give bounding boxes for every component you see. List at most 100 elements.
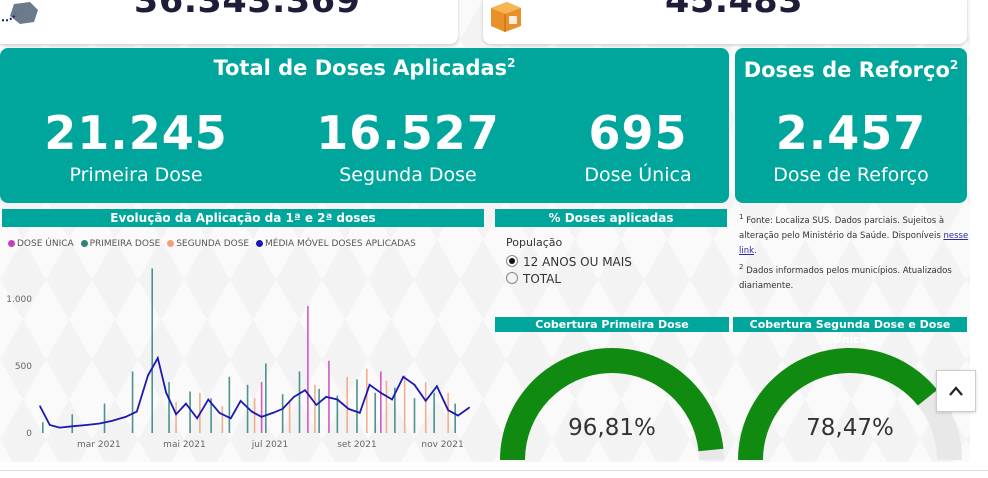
bar-primeira-dose xyxy=(246,384,249,433)
bar-primeira-dose xyxy=(265,363,267,433)
gauge-second-dose-title: Cobertura Segunda Dose e Dose Única xyxy=(733,317,967,346)
legend-label-dose-unica: DOSE ÚNICA xyxy=(17,239,74,249)
bar-primeira-dose xyxy=(356,379,358,433)
top-right-value: 45.483 xyxy=(665,0,804,21)
source-link[interactable]: nesse link xyxy=(739,230,969,256)
moving-average-point xyxy=(457,414,459,417)
bar-primeira-dose xyxy=(228,376,231,433)
legend-dot-media-movel xyxy=(256,240,263,247)
moving-average-point xyxy=(468,406,470,409)
bar-primeira-dose xyxy=(454,403,456,433)
total-doses-card: Total de Doses Aplicadas2 21.245 Primeir… xyxy=(0,48,729,203)
bar-segunda-dose xyxy=(175,402,177,433)
gauge-second-dose-value: 78,47% xyxy=(806,415,894,441)
moving-average-point xyxy=(391,398,393,401)
gauge-first-dose-title: Cobertura Primeira Dose xyxy=(495,317,729,332)
legend-dot-primeira-dose xyxy=(80,240,88,247)
scroll-to-top-button[interactable] xyxy=(936,370,976,412)
moving-average-point xyxy=(347,408,350,410)
moving-average-point xyxy=(85,424,88,426)
first-dose-label: Primeira Dose xyxy=(69,164,203,186)
bar-primeira-dose xyxy=(318,388,320,433)
bar-dose-nica xyxy=(260,382,263,433)
bar-primeira-dose xyxy=(131,371,134,433)
x-tick-label: nov 2021 xyxy=(421,440,463,450)
moving-average-point xyxy=(436,385,438,387)
population-option-total-label: TOTAL xyxy=(523,272,562,286)
moving-average-point xyxy=(239,400,242,402)
evolution-chart-title: Evolução da Aplicação da 1ª e 2ª doses xyxy=(2,209,484,227)
moving-average-point xyxy=(165,392,168,394)
booster-label: Dose de Reforço xyxy=(773,164,929,186)
booster-title-sup: 2 xyxy=(949,58,959,72)
moving-average-point xyxy=(147,374,149,377)
bar-primeira-dose xyxy=(394,387,396,433)
moving-average-point xyxy=(260,416,263,418)
footnote-2-text: Dados informados pelos municípios. Atual… xyxy=(739,265,952,291)
second-dose-label: Segunda Dose xyxy=(339,164,477,186)
moving-average-point xyxy=(39,405,41,408)
moving-average-point xyxy=(135,410,138,413)
moving-average-point xyxy=(229,417,232,420)
bar-segunda-dose xyxy=(447,392,449,433)
moving-average-point xyxy=(98,422,100,425)
population-option-total[interactable]: TOTAL xyxy=(506,272,561,286)
gauge-first-dose-value: 96,81% xyxy=(568,415,656,441)
total-doses-title: Total de Doses Aplicadas2 xyxy=(0,56,729,80)
bar-primeira-dose xyxy=(103,403,106,433)
moving-average-point xyxy=(304,389,306,391)
moving-average-point xyxy=(380,392,382,394)
footnote-1-sup: 1 xyxy=(739,212,744,221)
moving-average-point xyxy=(124,416,127,418)
bar-segunda-dose xyxy=(403,375,406,433)
top-left-value: 36.343.369 xyxy=(134,0,361,21)
moving-average-point xyxy=(58,426,61,429)
bar-segunda-dose xyxy=(314,384,316,433)
gauge-first-dose: Cobertura Primeira Dose 96,81% xyxy=(495,317,729,461)
bar-primeira-dose xyxy=(413,398,416,433)
moving-average-point xyxy=(315,404,318,406)
moving-average-point xyxy=(207,398,210,401)
legend-item-media-movel[interactable]: MÉDIA MÓVEL DOSES APLICADAS xyxy=(256,239,416,249)
percent-doses-panel: % Doses aplicadas xyxy=(495,209,727,309)
footnote-1-text: Fonte: Localiza SUS. Dados parciais. Suj… xyxy=(739,215,945,241)
y-tick-label: 500 xyxy=(15,362,32,372)
x-tick-label: mai 2021 xyxy=(163,440,206,450)
booster-title: Doses de Reforço2 xyxy=(735,58,967,82)
legend-item-dose-unica[interactable]: DOSE ÚNICA xyxy=(8,239,74,249)
radio-selected-icon xyxy=(506,255,518,267)
gauge-first-dose-chart xyxy=(500,347,724,460)
evolution-chart-plot: 0 500 1.000 mar 2021 mai 2021 jul 2021 set 202… xyxy=(6,268,470,450)
gauge-second-dose: Cobertura Segunda Dose e Dose Única 78,4… xyxy=(733,317,967,461)
bar-segunda-dose xyxy=(253,398,256,433)
footnotes: 1 Fonte: Localiza SUS. Dados parciais. S… xyxy=(739,209,971,294)
moving-average-point xyxy=(175,413,177,416)
x-tick-label: set 2021 xyxy=(337,440,377,450)
first-dose-value: 21.245 xyxy=(44,106,228,160)
legend-item-segunda-dose[interactable]: SEGUNDA DOSE xyxy=(167,239,249,249)
total-doses-title-sup: 2 xyxy=(507,56,516,70)
booster-title-text: Doses de Reforço xyxy=(743,58,950,82)
legend-dot-segunda-dose xyxy=(167,240,175,247)
bar-primeira-dose xyxy=(42,422,44,433)
moving-average-point xyxy=(358,412,361,414)
evolution-chart-legend: DOSE ÚNICA PRIMEIRA DOSE SEGUNDA DOSE MÉ… xyxy=(8,239,420,249)
bar-primeira-dose xyxy=(336,395,339,433)
single-dose-label: Dose Única xyxy=(584,164,692,186)
radio-unselected-icon xyxy=(506,272,518,284)
moving-average-point xyxy=(49,424,51,426)
population-option-12-plus[interactable]: 12 ANOS OU MAIS xyxy=(506,255,632,269)
bottom-divider xyxy=(0,470,988,471)
legend-item-primeira-dose[interactable]: PRIMEIRA DOSE xyxy=(80,239,160,249)
percent-doses-title: % Doses aplicadas xyxy=(495,209,727,227)
single-dose-value: 695 xyxy=(588,106,688,160)
legend-label-segunda-dose: SEGUNDA DOSE xyxy=(176,239,250,249)
legend-label-media-movel: MÉDIA MÓVEL DOSES APLICADAS xyxy=(265,239,416,249)
booster-card: Doses de Reforço2 2.457 Dose de Reforço xyxy=(735,48,967,203)
bar-primeira-dose xyxy=(210,398,212,433)
bar-primeira-dose xyxy=(298,371,301,433)
bar-primeira-dose xyxy=(433,392,435,433)
evolution-chart-panel: Evolução da Aplicação da 1ª e 2ª doses D… xyxy=(2,209,484,461)
bar-segunda-dose xyxy=(346,376,348,433)
bar-segunda-dose xyxy=(288,400,291,433)
